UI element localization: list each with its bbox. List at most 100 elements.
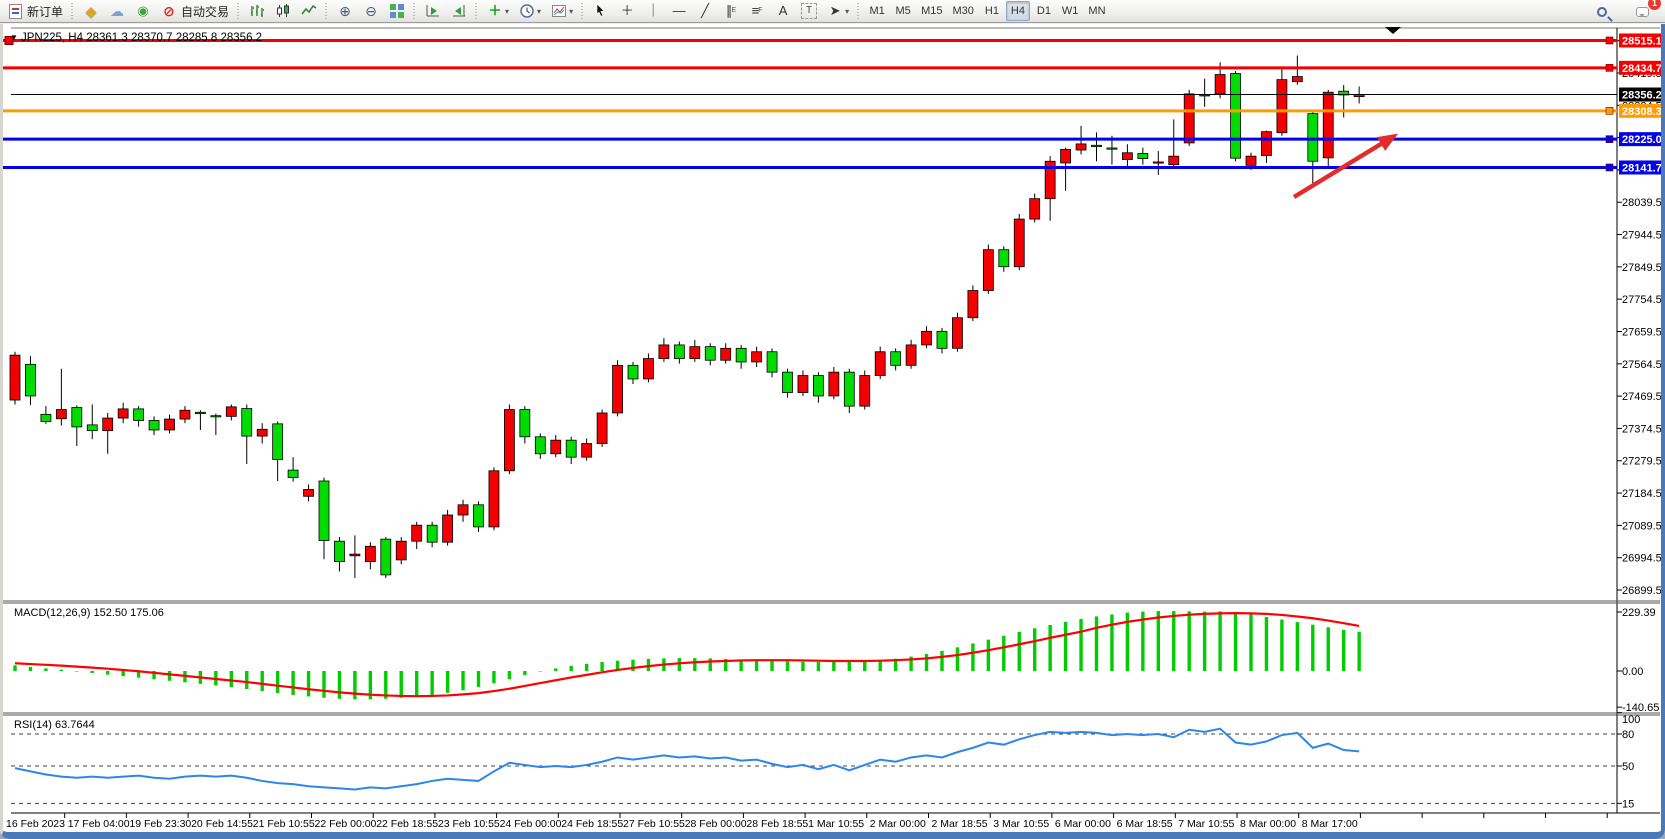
- tf-w1[interactable]: W1: [1058, 1, 1083, 21]
- candle-body-up: [256, 428, 268, 437]
- arrows-button[interactable]: ➤ ▾: [823, 1, 853, 21]
- line-handle[interactable]: [1605, 64, 1614, 72]
- toolbar-separator: [324, 3, 330, 19]
- chart-window[interactable]: 26899.5 26994.5 27089.5 27184.5 27279.5 27374…: [0, 24, 1665, 839]
- cursor-button[interactable]: [589, 1, 613, 21]
- zoom-in-button[interactable]: ⊕: [333, 1, 357, 21]
- tf-mn[interactable]: MN: [1084, 1, 1109, 21]
- level-price-badge: 28225.0: [1622, 134, 1661, 146]
- toolbar-separator: [856, 3, 862, 19]
- current-price-badge: 28356.2: [1622, 90, 1661, 102]
- crosshair-icon: ＋: [620, 3, 634, 18]
- tf-m1[interactable]: M1: [865, 1, 889, 21]
- tf-m30[interactable]: M30: [949, 1, 978, 21]
- zoom-out-button[interactable]: ⊖: [359, 1, 383, 21]
- periods-button[interactable]: ▾: [515, 1, 545, 21]
- time-tick-label: 28 Feb 00:00: [685, 818, 747, 830]
- line-handle[interactable]: [1605, 107, 1614, 115]
- line-handle[interactable]: [1605, 36, 1614, 45]
- toolbar-separator: [580, 3, 586, 19]
- candle-body-down: [565, 439, 577, 458]
- candle-body-up: [982, 249, 994, 291]
- signals-icon: ◉: [137, 3, 149, 18]
- time-tick-label: 19 Feb 23:30: [129, 818, 191, 830]
- new-order-button[interactable]: 新订单: [3, 1, 67, 21]
- zoom-in-icon: ⊕: [339, 3, 351, 19]
- symbol-dropdown-icon: ▼: [10, 33, 18, 42]
- horizontal-line-icon: —: [672, 3, 686, 18]
- templates-button[interactable]: ▾: [547, 1, 577, 21]
- candle-body-up: [967, 290, 979, 319]
- price-tick-label: 27469.5: [1622, 391, 1661, 403]
- trend-arrow-head[interactable]: [1376, 133, 1399, 151]
- tile-windows-button[interactable]: [385, 1, 409, 21]
- candle-body-down: [1106, 147, 1118, 150]
- candle-body-down: [148, 420, 160, 431]
- candle-body-down: [890, 351, 902, 366]
- auto-scroll-button[interactable]: [421, 1, 445, 21]
- time-tick-label: 2 Mar 18:55: [932, 818, 988, 830]
- chart-shift-marker[interactable]: [1385, 27, 1401, 34]
- line-handle[interactable]: [1605, 135, 1614, 143]
- candle-body-down: [1091, 144, 1102, 148]
- signals-button[interactable]: ◉: [131, 1, 155, 21]
- line-handle[interactable]: [1605, 163, 1614, 172]
- search-icon[interactable]: [1590, 2, 1614, 22]
- candle-body-down: [133, 408, 145, 421]
- text-icon: A: [778, 3, 788, 18]
- candle-body-up: [658, 344, 670, 359]
- line-handle-left[interactable]: [4, 35, 14, 45]
- chart-canvas[interactable]: 26899.5 26994.5 27089.5 27184.5 27279.5 27374…: [3, 24, 1661, 832]
- chart-shift-button[interactable]: [447, 1, 471, 21]
- channel-button[interactable]: ∥ E: [719, 1, 743, 21]
- indicators-button[interactable]: ＋ ▾: [483, 1, 513, 21]
- notifications-icon-icon: [1634, 4, 1650, 20]
- candle-body-down: [473, 504, 484, 528]
- level-price-badge: 28308.3: [1622, 106, 1661, 118]
- fibonacci-button[interactable]: ≡ F: [745, 1, 769, 21]
- macd-indicator-label: MACD(12,26,9) 152.50 175.06: [14, 607, 164, 619]
- bar-chart-button[interactable]: [245, 1, 269, 21]
- tf-mn-label: MN: [1088, 5, 1106, 17]
- candle-body-down: [426, 524, 438, 543]
- time-tick-label: 17 Feb 04:00: [68, 818, 130, 830]
- price-tick-label: 27089.5: [1622, 520, 1661, 532]
- candle-body-up: [921, 330, 932, 346]
- level-price-badge-bg: [1619, 60, 1661, 75]
- toolbar-group-drawing: ＋ ｜ — ╱ ∥ E ≡ F A T ➤ ▾: [588, 0, 854, 22]
- horizontal-line-button[interactable]: —: [667, 1, 691, 21]
- crosshair-button[interactable]: ＋: [615, 1, 639, 21]
- candle-body-up: [9, 354, 21, 401]
- trendline-button[interactable]: ╱: [693, 1, 717, 21]
- tf-m15[interactable]: M15: [917, 1, 946, 21]
- candle-body-down: [782, 371, 793, 393]
- tf-m5[interactable]: M5: [891, 1, 915, 21]
- tf-h1[interactable]: H1: [980, 1, 1004, 21]
- label-button[interactable]: T: [797, 1, 821, 21]
- auto-trading-button-label: 自动交易: [181, 4, 230, 19]
- market-button[interactable]: ◆: [79, 1, 103, 21]
- auto-trading-button[interactable]: ⊘ 自动交易: [157, 1, 233, 21]
- hosting-button[interactable]: ☁: [105, 1, 129, 21]
- candle-body-up: [1013, 218, 1025, 268]
- level-price-badge-bg: [1619, 160, 1661, 175]
- tf-d1-label: D1: [1036, 5, 1051, 17]
- line-chart-button[interactable]: [297, 1, 321, 21]
- fibonacci-icon: ≡ F: [751, 3, 763, 18]
- level-price-badge: 28141.7: [1622, 162, 1661, 174]
- macd-scale-label: 0.00: [1622, 666, 1643, 678]
- trend-arrow-shaft[interactable]: [1292, 142, 1383, 199]
- notifications-icon[interactable]: 1: [1630, 0, 1661, 22]
- toolbar-group-insert: ＋ ▾ ▾ ▾: [482, 0, 578, 22]
- candlestick-chart-button[interactable]: [271, 1, 295, 21]
- tf-d1[interactable]: D1: [1032, 1, 1056, 21]
- candle-body-up: [1044, 160, 1056, 200]
- candle-body-up: [1291, 76, 1303, 83]
- chart-title: JPN225, H4 28361.3 28370.7 28285.8 28356…: [21, 32, 262, 44]
- text-button[interactable]: A: [771, 1, 795, 21]
- toolbar-group-zoom: ⊕ ⊖: [332, 0, 410, 22]
- tf-h4[interactable]: H4: [1005, 1, 1030, 21]
- channel-icon: ∥ E: [725, 3, 737, 18]
- vertical-line-button[interactable]: ｜: [641, 1, 665, 21]
